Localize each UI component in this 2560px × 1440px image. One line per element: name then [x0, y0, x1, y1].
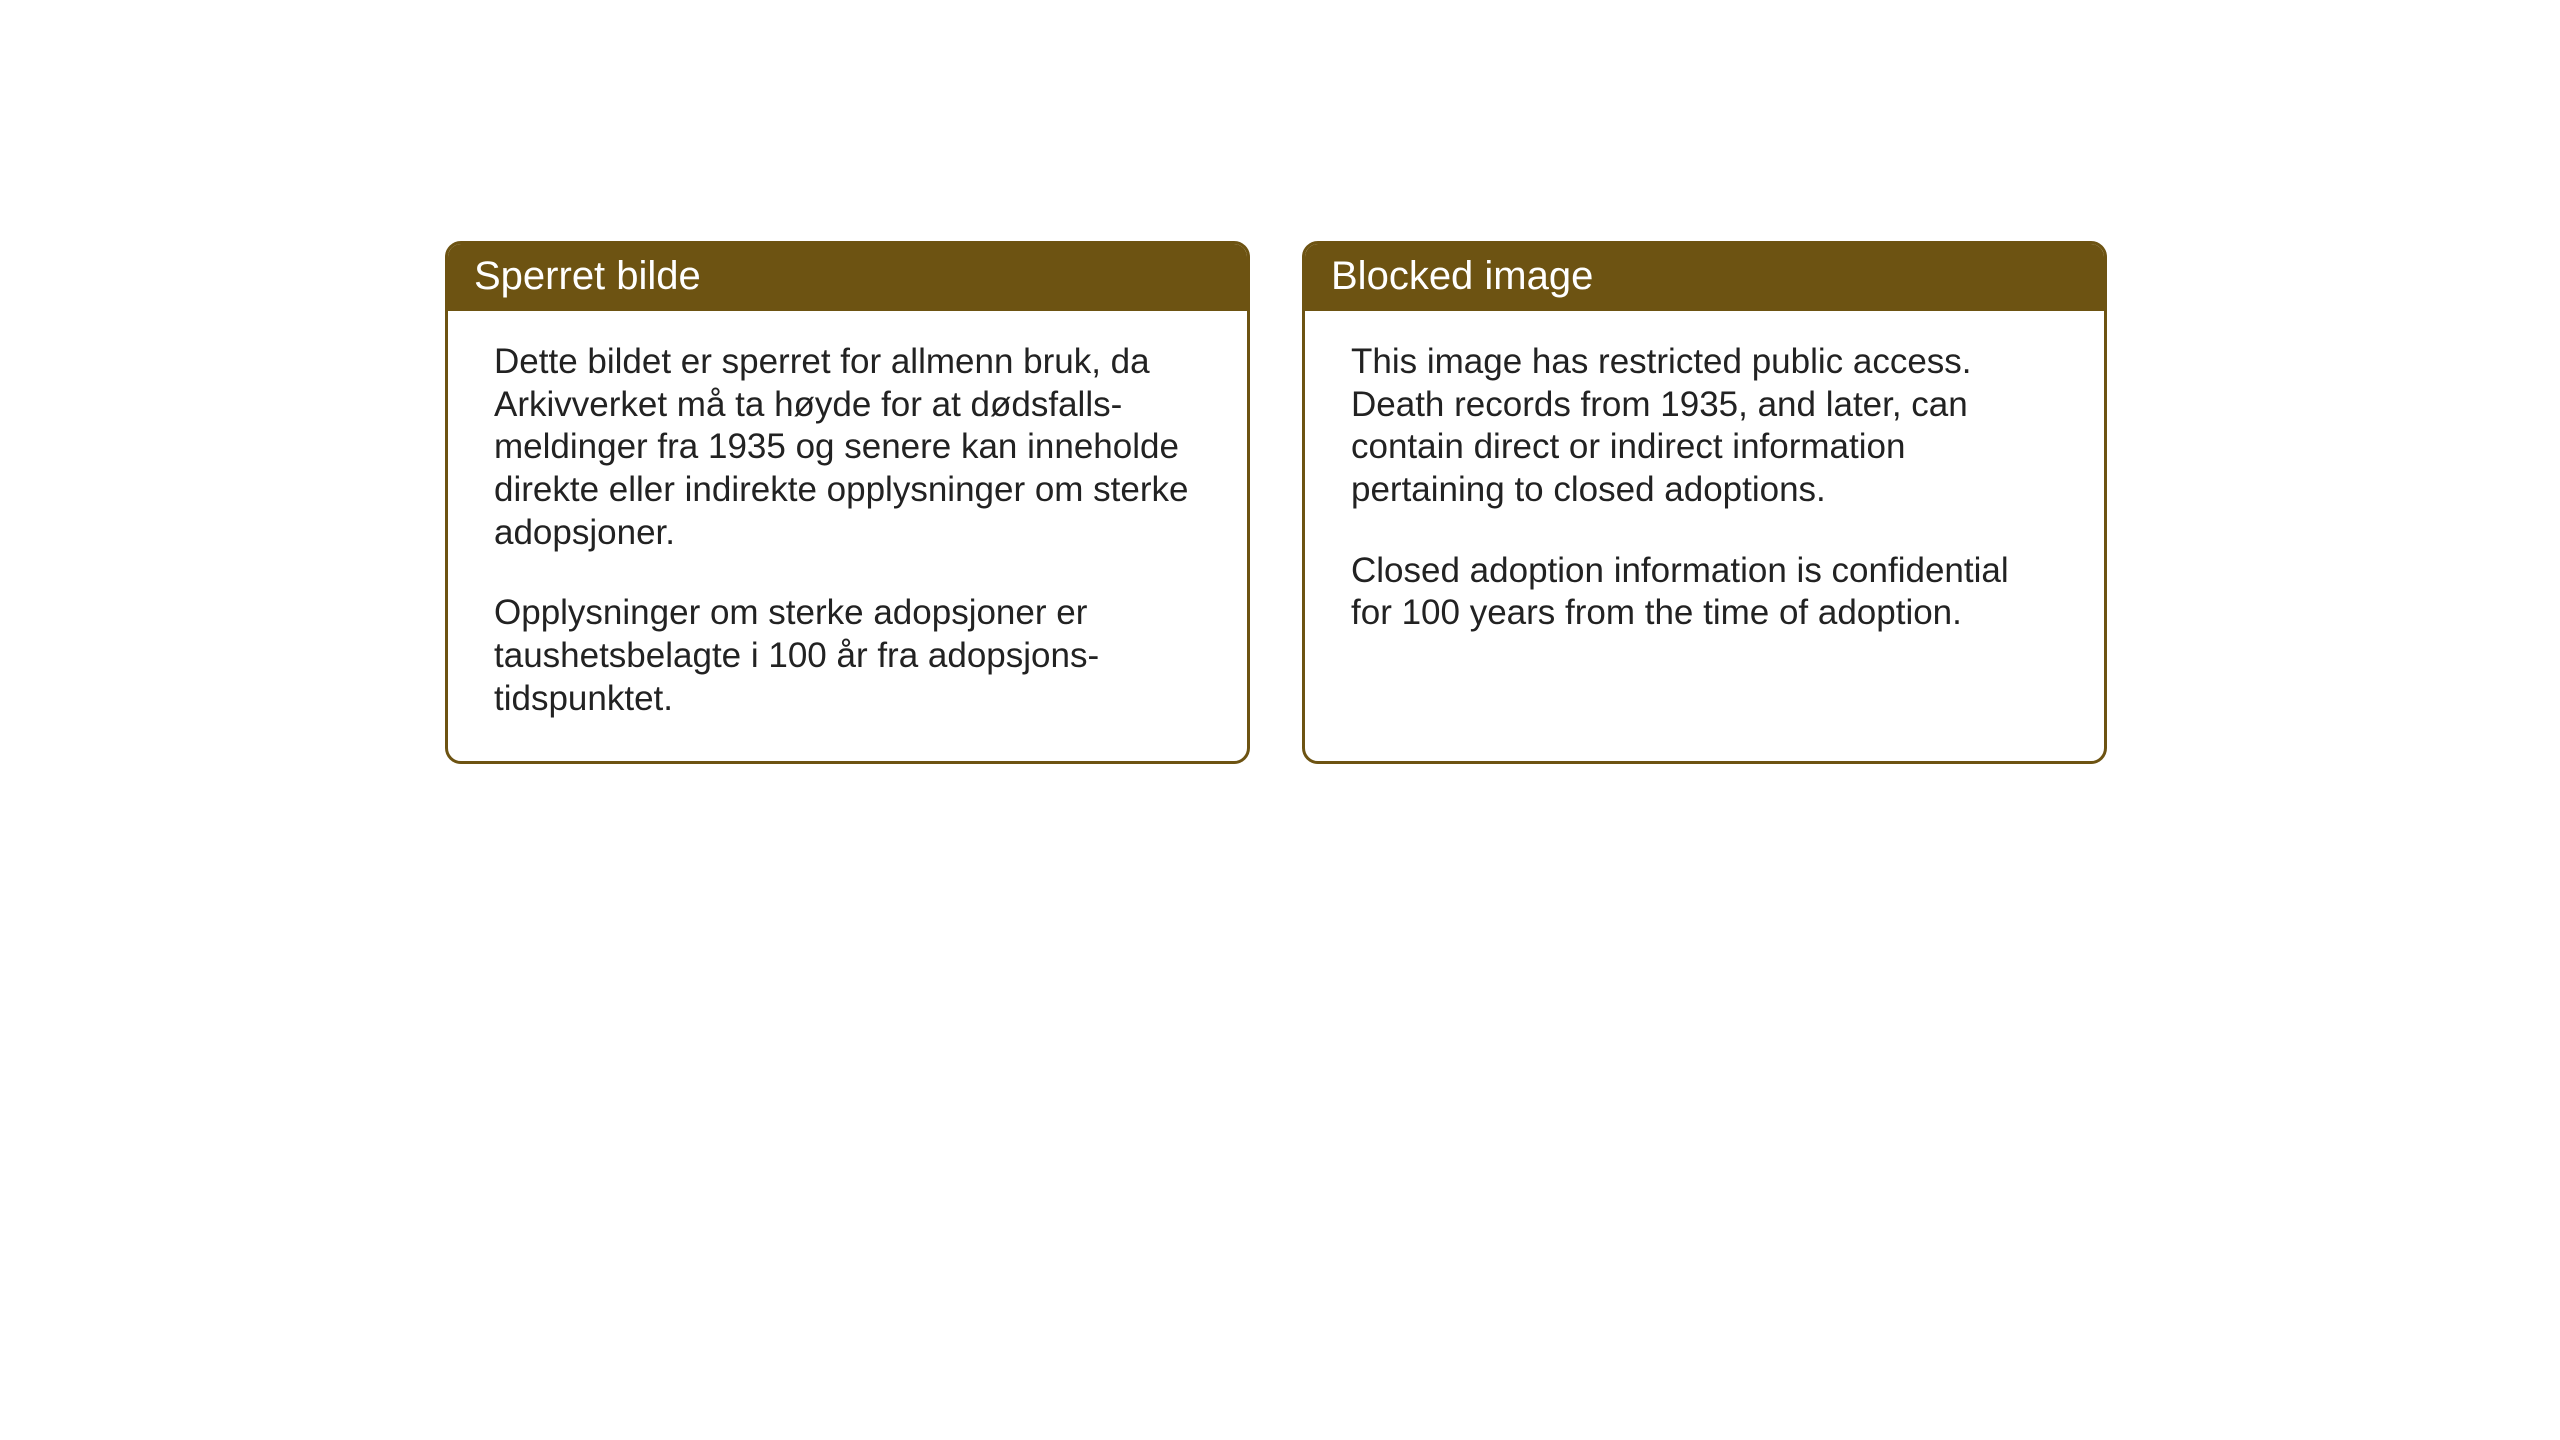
- card-paragraph-1-english: This image has restricted public access.…: [1351, 341, 2058, 512]
- card-body-norwegian: Dette bildet er sperret for allmenn bruk…: [448, 311, 1247, 761]
- blocked-image-card-english: Blocked image This image has restricted …: [1302, 241, 2107, 764]
- card-paragraph-2-norwegian: Opplysninger om sterke adopsjoner er tau…: [494, 592, 1201, 720]
- card-title-english: Blocked image: [1331, 254, 1593, 298]
- card-paragraph-2-english: Closed adoption information is confident…: [1351, 550, 2058, 635]
- blocked-image-card-norwegian: Sperret bilde Dette bildet er sperret fo…: [445, 241, 1250, 764]
- card-header-norwegian: Sperret bilde: [448, 244, 1247, 311]
- card-title-norwegian: Sperret bilde: [474, 254, 701, 298]
- card-body-english: This image has restricted public access.…: [1305, 311, 2104, 675]
- card-header-english: Blocked image: [1305, 244, 2104, 311]
- cards-container: Sperret bilde Dette bildet er sperret fo…: [445, 241, 2107, 764]
- card-paragraph-1-norwegian: Dette bildet er sperret for allmenn bruk…: [494, 341, 1201, 554]
